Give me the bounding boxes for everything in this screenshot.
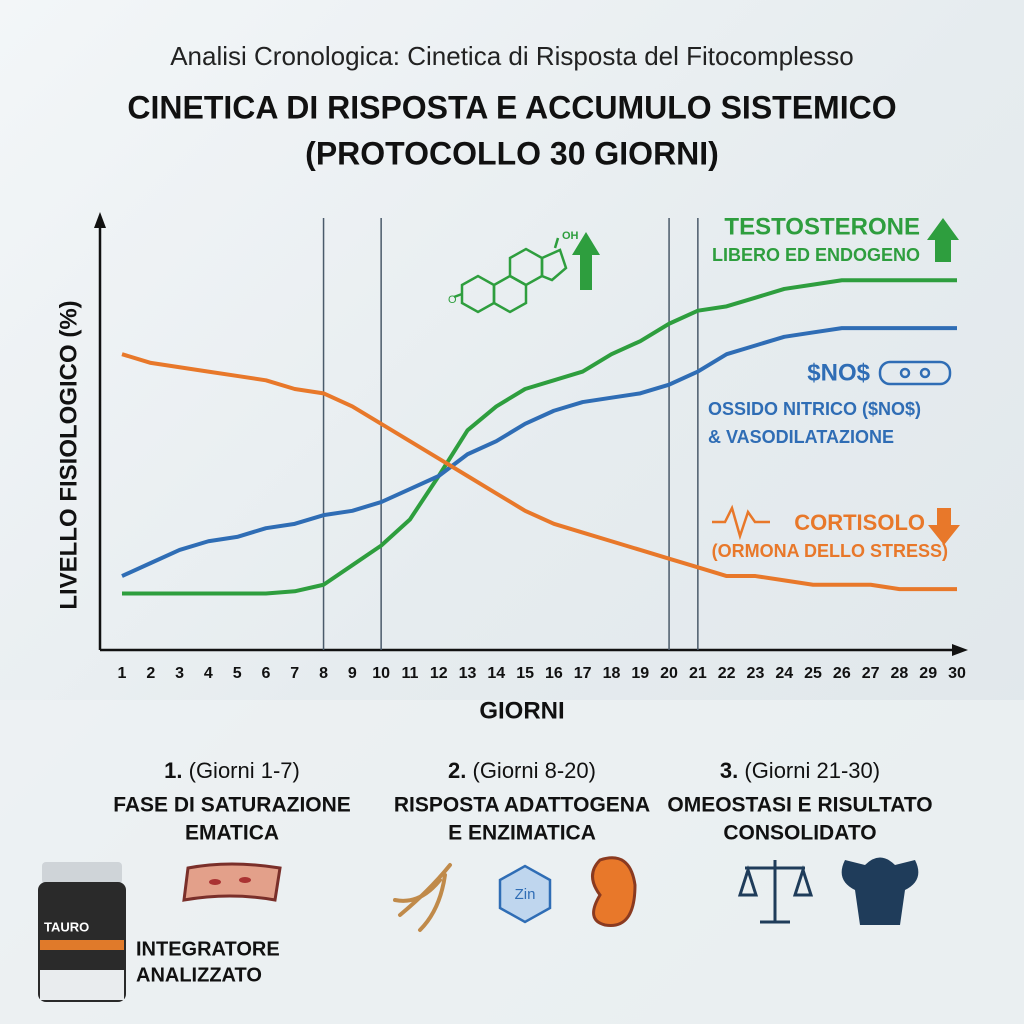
x-tick-label: 14 — [487, 665, 505, 682]
y-axis-label: LIVELLO FISIOLOGICO (%) — [55, 300, 82, 609]
x-tick-label: 4 — [204, 665, 213, 682]
scale-icon — [737, 860, 814, 924]
series-description: LIBERO ED ENDOGENO — [712, 245, 920, 265]
phase-range: (Giorni 8-20) — [466, 758, 596, 783]
series-description: & VASODILATAZIONE — [708, 427, 894, 447]
muscle-icon — [841, 857, 919, 925]
phase-title: EMATICA — [185, 822, 279, 845]
x-tick-label: 8 — [319, 665, 328, 682]
vessel-icon — [878, 360, 952, 386]
up-arrow — [572, 232, 600, 290]
phase-title: RISPOSTA ADATTOGENA — [394, 794, 650, 817]
zinc-label: Zin — [515, 886, 536, 903]
vessel-icon — [182, 862, 282, 902]
phase-heading: 3. (Giorni 21-30) — [720, 758, 880, 783]
x-tick-label: 23 — [747, 665, 765, 682]
x-tick-label: 25 — [804, 665, 822, 682]
x-tick-label: 26 — [833, 665, 851, 682]
x-tick-label: 21 — [689, 665, 707, 682]
x-tick-label: 1 — [118, 665, 127, 682]
series-name: CORTISOLO — [794, 510, 925, 535]
up-arrow — [927, 218, 959, 262]
x-tick-label: 6 — [262, 665, 271, 682]
x-tick-label: 28 — [891, 665, 909, 682]
x-tick-label: 7 — [290, 665, 299, 682]
phase-range: (Giorni 1-7) — [183, 758, 300, 783]
x-axis-arrow — [952, 644, 968, 656]
series-name: $NO$ — [807, 359, 870, 386]
chart-subtitle: (PROTOCOLLO 30 GIORNI) — [305, 135, 719, 171]
x-tick-label: 30 — [948, 665, 966, 682]
x-tick-label: 11 — [401, 665, 418, 682]
product-label: INTEGRATORE — [136, 938, 280, 960]
x-tick-label: 27 — [862, 665, 880, 682]
x-tick-label: 2 — [146, 665, 155, 682]
phase-title: E ENZIMATICA — [448, 822, 596, 845]
kidney-icon — [591, 856, 637, 927]
chart-title: Analisi Cronologica: Cinetica di Rispost… — [170, 41, 854, 71]
x-tick-label: 29 — [919, 665, 937, 682]
series-line — [122, 278, 957, 596]
phase-heading: 1. (Giorni 1-7) — [164, 758, 300, 783]
series-description: (ORMONA DELLO STRESS) — [712, 541, 948, 561]
x-tick-label: 24 — [775, 665, 793, 682]
chart-subtitle: CINETICA DI RISPOSTA E ACCUMULO SISTEMIC… — [127, 89, 896, 125]
phase-number: 2. — [448, 758, 466, 783]
desk — [0, 700, 1024, 1024]
ginseng-icon — [393, 863, 452, 932]
x-tick-label: 17 — [574, 665, 592, 682]
phase-title: FASE DI SATURAZIONE — [113, 794, 351, 817]
phase-heading: 2. (Giorni 8-20) — [448, 758, 596, 783]
x-tick-label: 16 — [545, 665, 563, 682]
phase-number: 1. — [164, 758, 182, 783]
x-tick-label: 22 — [718, 665, 736, 682]
series-line — [121, 352, 957, 592]
phase-number: 3. — [720, 758, 738, 783]
x-tick-label: 20 — [660, 665, 678, 682]
molecule-atom: OH — [562, 230, 579, 242]
phase-range: (Giorni 21-30) — [738, 758, 880, 783]
product-brand: TAURO — [44, 919, 89, 934]
x-axis-label: GIORNI — [479, 697, 564, 724]
series-name: TESTOSTERONE — [724, 213, 920, 240]
product-label: ANALIZZATO — [136, 964, 262, 986]
x-tick-label: 15 — [516, 665, 534, 682]
y-axis-arrow — [94, 212, 106, 228]
molecule-atom: O — [448, 294, 457, 306]
x-tick-label: 5 — [233, 665, 242, 682]
pulse-icon — [712, 504, 770, 541]
series-description: OSSIDO NITRICO ($NO$) — [708, 399, 921, 419]
x-tick-label: 12 — [430, 665, 448, 682]
x-tick-label: 9 — [348, 665, 357, 682]
phase-title: CONSOLIDATO — [723, 822, 876, 845]
down-arrow — [928, 508, 960, 545]
phase-title: OMEOSTASI E RISULTATO — [667, 794, 932, 817]
series-line — [121, 326, 957, 578]
x-tick-label: 3 — [175, 665, 184, 682]
x-tick-label: 19 — [631, 665, 649, 682]
zinc-icon — [498, 864, 552, 924]
x-tick-label: 10 — [372, 665, 390, 682]
steroid-icon — [453, 237, 568, 314]
x-tick-label: 13 — [459, 665, 477, 682]
x-tick-label: 18 — [603, 665, 621, 682]
product-bottle — [38, 862, 126, 1002]
